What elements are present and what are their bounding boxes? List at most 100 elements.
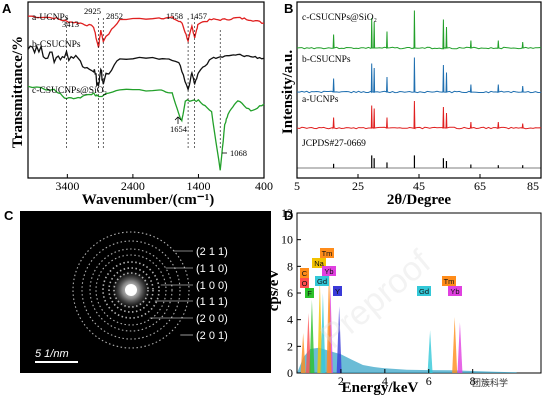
y-tick-label-d: 4 xyxy=(287,313,293,327)
x-tick-label-b: 65 xyxy=(474,179,486,193)
x-tick-label-b: 5 xyxy=(294,179,300,193)
diffraction-ring xyxy=(108,267,154,313)
x-tick-label-b: 45 xyxy=(413,179,425,193)
xrd-pattern-3 xyxy=(296,100,542,130)
annotation-1068: 1068 xyxy=(230,148,247,158)
eds-peak-Y xyxy=(336,306,342,373)
annotation-1457: 1457 xyxy=(190,11,207,21)
element-label-Tm: Tm xyxy=(444,277,455,286)
eds-peak-Gd xyxy=(320,293,326,373)
element-box-Yb xyxy=(448,286,462,296)
element-box-C xyxy=(300,268,309,278)
eds-continuum xyxy=(297,347,517,373)
eds-peak-O xyxy=(305,313,311,373)
x-tick-label-a: 2400 xyxy=(121,179,145,193)
element-label-Gd: Gd xyxy=(317,277,327,286)
element-label-Gd: Gd xyxy=(419,287,429,296)
element-label-Yb: Yb xyxy=(324,267,333,276)
panel-b: B c-CSUCNPs@SiO₂ b-CSUCNPs a-UCNPs JCPDS#27… xyxy=(280,1,542,208)
xrd-pattern-1 xyxy=(296,10,542,50)
element-label-F: F xyxy=(307,289,312,298)
annotation-1558: 1558 xyxy=(166,11,183,21)
panel-c: C (2 1 1)(1 1 0)(1 0 0)(1 1 1)(2 0 0)(2 … xyxy=(4,208,271,373)
diffraction-ring xyxy=(89,248,173,332)
ylabel-a: Transmittance/% xyxy=(10,36,26,148)
panel-letter-b: B xyxy=(284,1,293,16)
element-label-Yb: Yb xyxy=(450,287,459,296)
ylabel-b: Intensity/a.u. xyxy=(280,50,296,134)
eds-peak-Tm xyxy=(326,266,332,373)
d-series-group xyxy=(297,266,517,373)
panel-a: A a-UCNPs b-CSUCNPs c-CSUCNPs@SiO₂ 3413 2925… xyxy=(2,1,273,208)
element-label-Tm: Tm xyxy=(322,249,333,258)
diffraction-ring xyxy=(102,261,160,319)
annotation-3413: 3413 xyxy=(62,19,79,29)
series-label-1: a-UCNPs xyxy=(32,13,69,23)
ring-label-6: (2 0 1) xyxy=(196,330,228,342)
ring-label-2: (1 1 0) xyxy=(196,263,228,275)
b-labels-group: c-CSUCNPs@SiO₂ b-CSUCNPs a-UCNPs JCPDS#27-0… xyxy=(294,13,542,193)
element-label-C: C xyxy=(302,269,308,278)
element-label-O: O xyxy=(302,279,308,288)
element-box-F xyxy=(305,288,314,298)
element-label-Na: Na xyxy=(314,259,324,268)
diffraction-ring xyxy=(72,231,190,349)
x-tick-label-b: 85 xyxy=(527,179,539,193)
panel-letter-d: D xyxy=(284,208,293,223)
y-tick-label-d: 0 xyxy=(287,366,293,380)
xrd-label-1: c-CSUCNPs@SiO₂ xyxy=(302,13,377,23)
series-label-3: c-CSUCNPs@SiO₂ xyxy=(32,86,107,96)
x-tick-label-d: 4 xyxy=(382,374,388,388)
eds-peak-Tm xyxy=(452,317,458,373)
eds-peak-Yb xyxy=(457,322,463,373)
eds-peak-Na xyxy=(317,279,323,373)
ring-label-1: (2 1 1) xyxy=(196,246,228,258)
watermark-label: 团簇科学 xyxy=(472,377,508,388)
element-box-Gd xyxy=(417,286,431,296)
b-series-group xyxy=(296,10,542,169)
eds-peak-Gd xyxy=(427,330,433,373)
series-line-1 xyxy=(27,15,265,48)
x-tick-label-b: 25 xyxy=(352,179,364,193)
y-tick-label-d: 2 xyxy=(287,339,293,353)
y-tick-label-d: 12 xyxy=(281,206,293,220)
annotation-1654: 1654 xyxy=(170,124,188,134)
x-tick-label-d: 6 xyxy=(426,374,432,388)
x-tick-label-a: 400 xyxy=(255,179,273,193)
y-tick-label-d: 8 xyxy=(287,259,293,273)
eds-peak-F xyxy=(309,299,315,373)
central-beam xyxy=(125,284,137,296)
annotation-2925: 2925 xyxy=(84,6,101,16)
annotation-2852: 2852 xyxy=(106,11,123,21)
saed-rings xyxy=(72,231,190,349)
series-line-2 xyxy=(27,44,265,92)
y-tick-label-d: 6 xyxy=(287,286,293,300)
plot-frame-a xyxy=(27,1,265,179)
panel-letter-c: C xyxy=(4,208,14,223)
element-box-Yb xyxy=(322,266,336,276)
scale-bar-label: 5 1/nm xyxy=(35,348,69,360)
xrd-label-2: b-CSUCNPs xyxy=(302,55,351,65)
series-line-3 xyxy=(27,85,265,171)
element-box-Tm xyxy=(442,276,456,286)
diffraction-ring xyxy=(113,272,149,308)
x-tick-label-a: 3400 xyxy=(55,179,79,193)
series-label-2: b-CSUCNPs xyxy=(32,40,81,50)
diffraction-ring xyxy=(95,254,167,326)
a-labels-group: a-UCNPs b-CSUCNPs c-CSUCNPs@SiO₂ 3413 2925 28… xyxy=(32,6,273,193)
panel-letter-a: A xyxy=(2,1,12,16)
element-box-Y xyxy=(333,286,342,296)
x-tick-label-d: 2 xyxy=(338,374,344,388)
faint-watermark: Preproof xyxy=(313,243,438,356)
element-box-Na xyxy=(312,258,326,268)
x-tick-label-d: 8 xyxy=(470,374,476,388)
element-box-Tm xyxy=(320,248,334,258)
y-tick-label-d: 10 xyxy=(281,233,293,247)
xlabel-a: Wavenumber/(cm⁻¹) xyxy=(82,192,214,208)
ring-label-3: (1 0 0) xyxy=(196,280,228,292)
arrowhead-1654 xyxy=(174,116,182,121)
ring-labels: (2 1 1) (1 1 0) (1 0 0) (1 1 1) (2 0 0) (2 0 … xyxy=(149,246,228,342)
